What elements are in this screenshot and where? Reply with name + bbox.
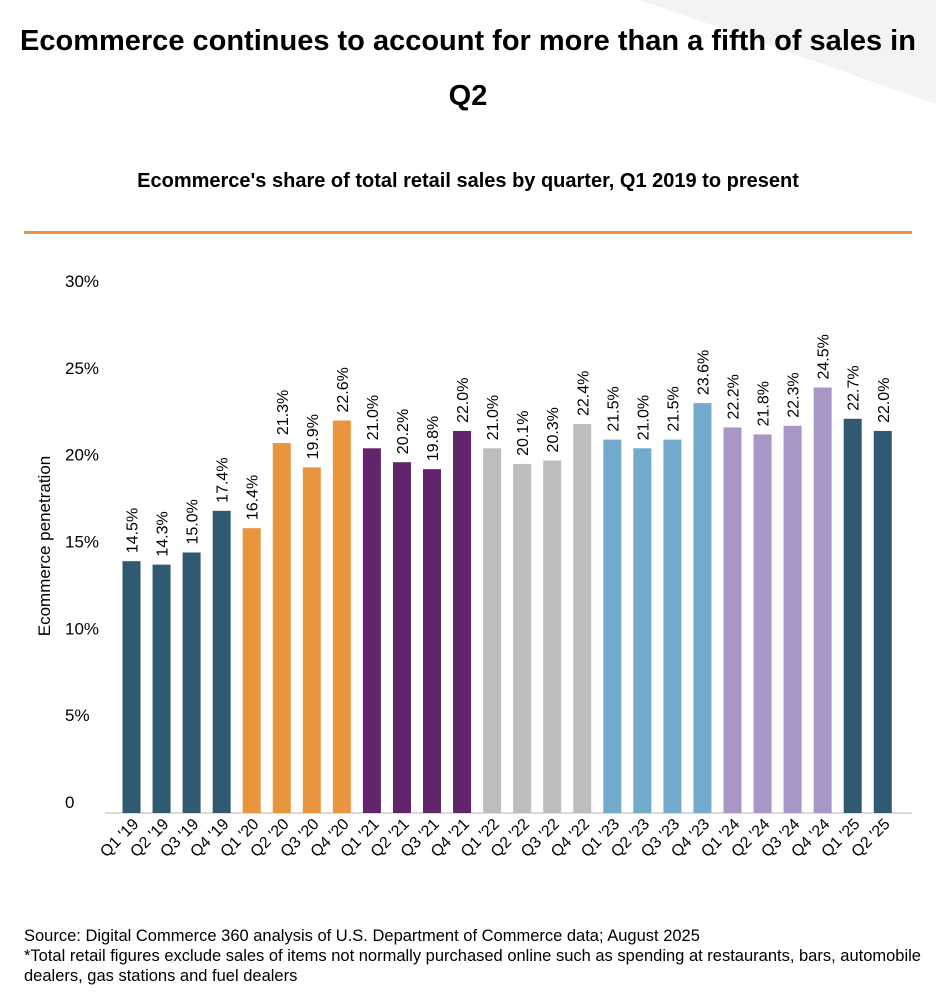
bar-value-label: 21.5% [605, 386, 622, 431]
bar-value-label: 23.6% [695, 350, 712, 395]
bar [783, 425, 802, 813]
y-tick-label: 5% [65, 706, 90, 725]
bar [513, 463, 532, 813]
header-background-shape [640, 0, 936, 104]
bar-value-label: 20.2% [395, 409, 412, 454]
bar [453, 430, 472, 813]
bar [633, 448, 652, 813]
bar-value-label: 21.5% [665, 386, 682, 431]
bar-value-label: 19.9% [305, 414, 322, 459]
bar [843, 418, 862, 813]
chart-title: Ecommerce's share of total retail sales … [137, 170, 799, 192]
bar-value-label: 21.8% [756, 381, 773, 426]
bar-value-label: 22.3% [786, 372, 803, 417]
y-tick-label: 0 [65, 793, 74, 812]
bar-value-label: 21.0% [365, 395, 382, 440]
bar [392, 462, 411, 813]
footer: Source: Digital Commerce 360 analysis of… [24, 926, 924, 986]
bar [423, 469, 441, 813]
bar [362, 448, 381, 813]
bar-value-label: 24.5% [816, 334, 833, 379]
bar [813, 387, 832, 813]
bar-value-label: 22.4% [575, 371, 592, 416]
y-tick-label: 25% [65, 359, 99, 378]
source-note: Source: Digital Commerce 360 analysis of… [24, 927, 700, 945]
y-tick-label: 10% [65, 619, 99, 638]
bar [182, 552, 201, 813]
bar [152, 564, 171, 813]
bar-value-label: 22.6% [335, 367, 352, 412]
bar-value-label: 21.0% [635, 395, 652, 440]
bar [873, 430, 892, 813]
bar-value-label: 20.3% [545, 407, 562, 452]
y-tick-label: 15% [65, 533, 99, 552]
bar [302, 467, 321, 813]
y-axis-label: Ecommerce penetration [35, 456, 54, 636]
bar-chart: 0 5% 10% 15% 20% 25% 30% Ecommerce penetration… [35, 272, 912, 861]
bar-value-label: 22.0% [876, 378, 893, 423]
bar [483, 448, 502, 813]
bar [212, 510, 231, 813]
headline: Ecommerce continues to account for more … [20, 25, 916, 112]
bar-value-label: 15.0% [185, 499, 202, 544]
bar [573, 423, 592, 813]
bar-value-label: 16.4% [245, 475, 262, 520]
bar [122, 561, 141, 813]
bar [603, 439, 622, 813]
bar [723, 427, 742, 813]
bar [753, 434, 772, 813]
bar-value-label: 21.0% [485, 395, 502, 440]
bar-value-label: 14.5% [125, 508, 142, 553]
bar-value-label: 19.8% [425, 416, 442, 461]
bar-value-label: 22.2% [726, 374, 743, 419]
footnote: *Total retail figures exclude sales of i… [24, 947, 921, 985]
y-tick-label: 30% [65, 272, 99, 291]
bar-value-label: 21.3% [275, 390, 292, 435]
bar-value-label: 22.7% [846, 365, 863, 410]
bar [242, 528, 261, 813]
bar-value-label: 17.4% [215, 457, 232, 502]
bar-value-label: 20.1% [515, 411, 532, 456]
bar-value-label: 14.3% [155, 511, 172, 556]
bar [272, 443, 291, 813]
bar [332, 420, 351, 813]
bar-value-label: 22.0% [455, 378, 472, 423]
bar [693, 403, 712, 813]
y-tick-label: 20% [65, 446, 99, 465]
bar [543, 460, 562, 813]
bar [663, 439, 682, 813]
title-divider [24, 231, 912, 234]
